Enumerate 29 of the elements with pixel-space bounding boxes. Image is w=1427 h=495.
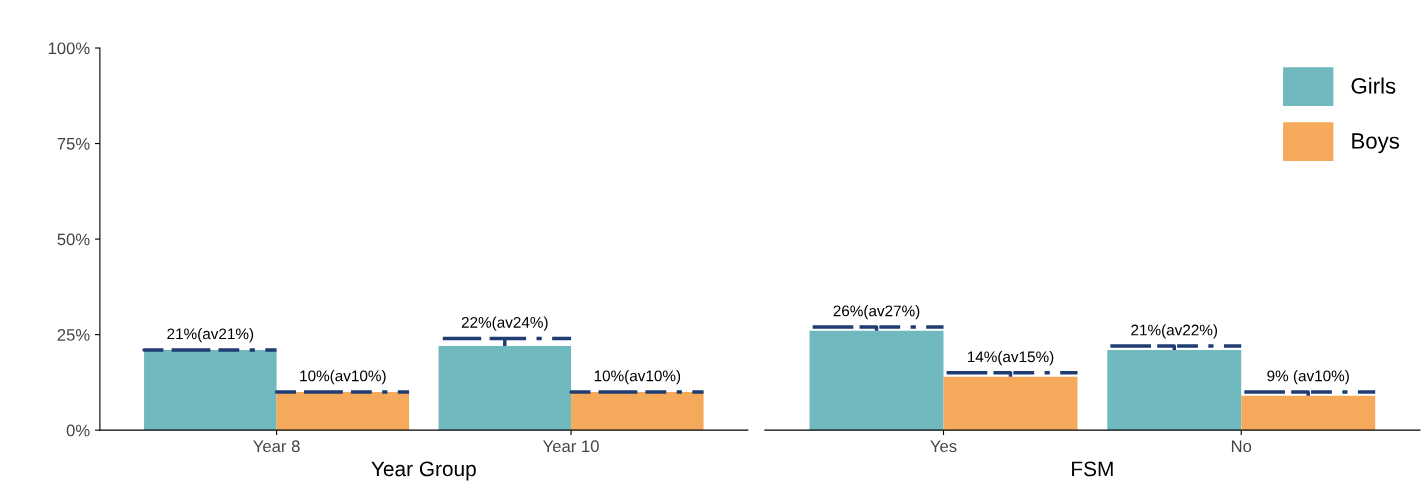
data-label: 14%(av15%)	[967, 350, 1054, 366]
x-tick-label: Year 8	[253, 440, 300, 453]
data-label: 22%(av24%)	[461, 316, 548, 331]
x-tick-label: Yes	[930, 440, 957, 453]
bar	[438, 346, 572, 431]
data-label: 10%(av10%)	[300, 370, 386, 385]
y-tick-label: 75%	[57, 138, 90, 150]
x-tick-label: No	[1231, 440, 1252, 453]
bar	[809, 330, 944, 431]
data-label: 26%(av27%)	[833, 305, 920, 320]
bar	[1107, 349, 1242, 431]
x-axis-title: Year Group	[371, 461, 476, 481]
data-label: 21%(av21%)	[167, 328, 254, 343]
y-tick-label: 100%	[48, 42, 90, 55]
y-tick-label: 50%	[57, 233, 90, 246]
y-tick-label: 25%	[57, 329, 90, 341]
x-tick-label: Year 10	[543, 440, 599, 453]
y-tick-label: 0%	[66, 424, 90, 437]
bar	[1241, 395, 1376, 431]
bar	[144, 349, 277, 431]
bar	[943, 376, 1078, 431]
data-label: 10%(av10%)	[594, 370, 681, 385]
bar	[276, 391, 410, 431]
legend-label: Girls	[1351, 77, 1396, 94]
data-label: 21%(av22%)	[1131, 324, 1218, 339]
data-label: 9% (av10%)	[1267, 370, 1349, 385]
bar	[571, 391, 704, 431]
legend-label: Boys	[1352, 133, 1400, 154]
x-axis-title: FSM	[1072, 461, 1113, 477]
